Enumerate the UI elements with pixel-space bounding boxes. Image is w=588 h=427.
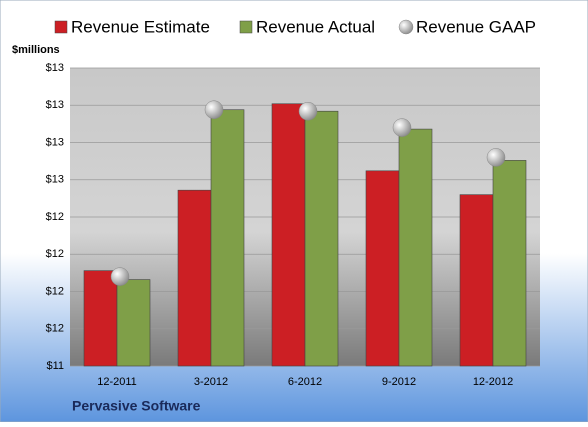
bar bbox=[83, 270, 118, 367]
y-tick-label: $11 bbox=[46, 360, 64, 372]
gaap-marker bbox=[298, 101, 318, 121]
y-tick-label: $13 bbox=[46, 174, 64, 186]
legend-label: Revenue Estimate bbox=[71, 17, 210, 36]
gaap-marker bbox=[110, 267, 130, 286]
y-axis-label: $millions bbox=[12, 44, 60, 56]
y-tick-label: $12 bbox=[46, 248, 64, 260]
footer: Pervasive Software bbox=[72, 398, 201, 414]
x-tick-label: 3-2012 bbox=[194, 376, 228, 388]
x-tick-label: 9-2012 bbox=[382, 376, 416, 388]
y-tick-label: $12 bbox=[46, 285, 64, 297]
bar bbox=[116, 279, 151, 367]
gaap-marker bbox=[392, 118, 412, 137]
x-tick-label: 6-2012 bbox=[288, 376, 322, 388]
bar bbox=[365, 170, 400, 367]
y-tick-label: $12 bbox=[46, 211, 64, 223]
y-tick-label: $13 bbox=[46, 62, 64, 74]
y-tick-label: $12 bbox=[46, 323, 64, 335]
gaap-marker bbox=[486, 148, 506, 167]
x-tick-label: 12-2012 bbox=[473, 376, 513, 388]
gaap-marker bbox=[204, 100, 224, 119]
bar bbox=[459, 194, 494, 367]
legend-swatch bbox=[398, 19, 414, 35]
legend-label: Revenue Actual bbox=[256, 17, 375, 36]
bar bbox=[304, 110, 339, 367]
legend-swatch bbox=[54, 20, 68, 34]
bar bbox=[210, 109, 245, 367]
bar bbox=[398, 128, 433, 367]
bar bbox=[177, 189, 212, 367]
x-tick-label: 12-2011 bbox=[97, 376, 137, 388]
y-tick-label: $13 bbox=[46, 99, 64, 111]
bar bbox=[492, 160, 527, 367]
y-tick-label: $13 bbox=[46, 136, 64, 148]
legend-label: Revenue GAAP bbox=[416, 17, 536, 36]
legend-swatch bbox=[239, 20, 253, 34]
bar bbox=[271, 103, 306, 367]
